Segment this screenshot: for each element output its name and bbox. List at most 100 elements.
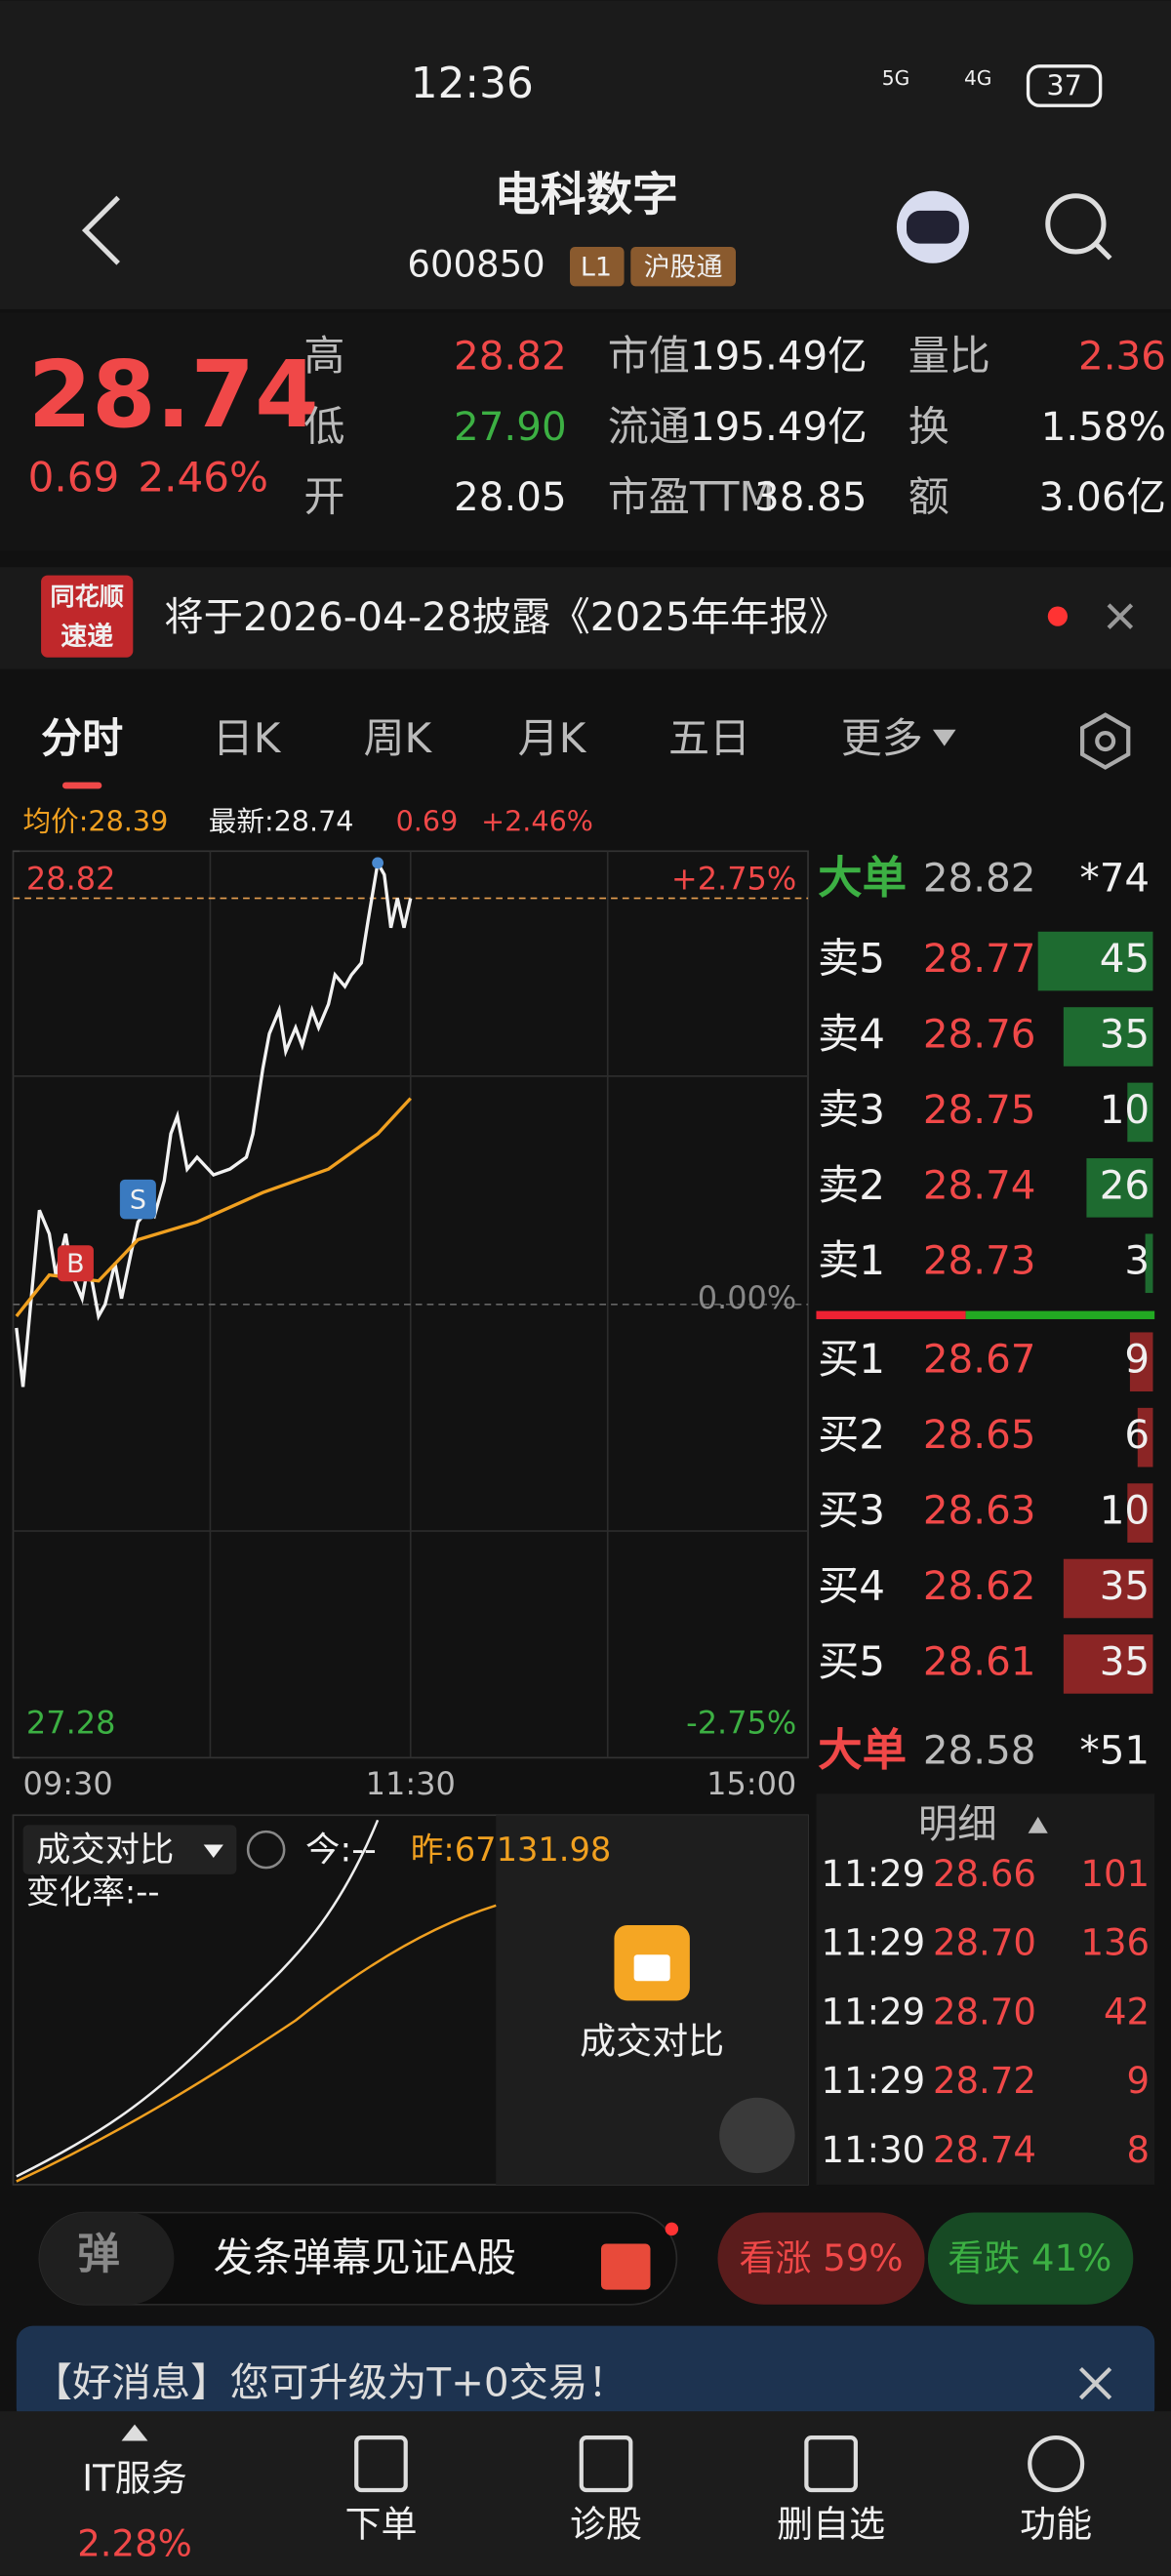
- stat-label: 流通: [608, 402, 690, 450]
- notice-badge-top: 同花顺: [50, 583, 124, 611]
- sell-marker-text: S: [130, 1185, 146, 1215]
- back-button[interactable]: [81, 195, 120, 265]
- y-tick-label: 27.28: [26, 1705, 116, 1742]
- book-volume: 35: [1100, 1638, 1150, 1684]
- book-volume: 9: [1124, 1337, 1150, 1383]
- volume-title[interactable]: 成交对比: [36, 1830, 174, 1870]
- up-button[interactable]: [717, 2212, 925, 2305]
- tab[interactable]: 周K: [363, 714, 432, 762]
- detail-volume: 136: [1080, 1922, 1150, 1964]
- pct-info: +2.46%: [481, 805, 593, 838]
- tab-underline: [61, 782, 102, 789]
- volume-yesterday: 昨:67131.98: [411, 1831, 612, 1869]
- detail-time: 11:30: [822, 2129, 926, 2171]
- volume-bar: [1129, 1332, 1153, 1392]
- book-price: 28.65: [923, 1412, 1036, 1458]
- stat-value: 3.06亿: [1039, 474, 1166, 520]
- volume-bar: [1037, 931, 1153, 991]
- danmu-toggle[interactable]: [39, 2212, 175, 2305]
- book-label: 卖5: [818, 935, 885, 983]
- book-volume: 10: [1100, 1488, 1150, 1534]
- stat-label: 额: [909, 473, 949, 521]
- latest-info: 最新:28.74: [209, 805, 354, 838]
- tab[interactable]: 分时: [41, 714, 123, 762]
- banner-text: 【好消息】您可升级为T+0交易！: [33, 2359, 627, 2405]
- book-price: 28.61: [923, 1638, 1036, 1684]
- big-order-price: 28.58: [923, 1727, 1036, 1773]
- high-dot: [372, 857, 384, 869]
- down-button[interactable]: [927, 2212, 1134, 2305]
- settings-button[interactable]: [1080, 712, 1131, 770]
- nav-item[interactable]: 诊股: [570, 2504, 642, 2546]
- book-volume: 10: [1100, 1087, 1150, 1133]
- nav-item[interactable]: 下单: [344, 2504, 417, 2546]
- book-volume: 35: [1100, 1563, 1150, 1609]
- nav-item[interactable]: 删自选: [777, 2504, 885, 2546]
- down-vote[interactable]: 看跌 41%: [948, 2237, 1111, 2279]
- help-icon[interactable]: [246, 1830, 286, 1870]
- stat-label: 高: [303, 332, 344, 380]
- stat-label: 低: [303, 402, 344, 450]
- detail-time: 11:29: [822, 1922, 926, 1964]
- volume-select[interactable]: [22, 1825, 237, 1874]
- battery-level: 37: [1046, 69, 1081, 102]
- banner-close[interactable]: [1078, 2366, 1112, 2400]
- danmu-icon: 弹: [77, 2230, 120, 2279]
- detail-price: 28.72: [933, 2060, 1036, 2102]
- notice-text: 将于2026-04-28披露《2025年年报》: [164, 594, 848, 640]
- detail-price: 28.70: [933, 1922, 1036, 1964]
- danmu-text[interactable]: 发条弹幕见证A股: [214, 2234, 516, 2280]
- stat-value: 1.58%: [1041, 404, 1166, 450]
- up-vote[interactable]: 看涨 59%: [739, 2237, 903, 2279]
- y-tick-label: 28.82: [26, 861, 116, 898]
- notice-bg: [0, 567, 1171, 669]
- tab[interactable]: 五日: [668, 714, 750, 762]
- x-tick-label: 09:30: [23, 1765, 113, 1802]
- volume-bar: [1127, 1483, 1153, 1543]
- detail-title: 明细: [918, 1801, 997, 1847]
- nav-icon: [579, 2435, 633, 2493]
- ratio-red: [816, 1310, 966, 1319]
- pct-tick-label: +2.75%: [671, 861, 796, 898]
- expand-button[interactable]: [719, 2097, 795, 2174]
- stat-value: 28.05: [454, 474, 567, 520]
- detail-volume: 42: [1104, 1991, 1150, 2033]
- price: 28.74: [28, 342, 319, 449]
- big-order-volume: *51: [1080, 1727, 1151, 1773]
- nav-item[interactable]: 功能: [1020, 2504, 1092, 2546]
- gift-icon[interactable]: [600, 2243, 651, 2290]
- sell-marker: [119, 1179, 156, 1220]
- detail-volume: 101: [1080, 1853, 1150, 1895]
- tab[interactable]: 更多: [841, 714, 923, 762]
- notice-badge: [41, 575, 134, 658]
- x-tick-label: 15:00: [707, 1765, 796, 1802]
- tab[interactable]: 日K: [213, 714, 282, 762]
- stock-title: 电科数字: [495, 168, 678, 221]
- search-button[interactable]: [1045, 193, 1107, 255]
- stat-value: 2.36: [1078, 333, 1166, 379]
- stat-value: 27.90: [454, 404, 567, 450]
- stat-label: 市值: [608, 332, 690, 380]
- stat-value: 195.49亿: [690, 333, 868, 379]
- nav-first[interactable]: IT服务: [82, 2457, 187, 2499]
- notice-badge-bottom: 速递: [61, 621, 113, 652]
- assistant-face: [907, 210, 959, 244]
- nav-arrow: [121, 2424, 148, 2441]
- detail-sort-arrow: [1028, 1816, 1048, 1833]
- tab[interactable]: 月K: [518, 714, 587, 762]
- level-text: L1: [581, 252, 612, 282]
- tag-text: 沪股通: [644, 252, 723, 282]
- book-label: 买2: [818, 1411, 885, 1459]
- book-price: 28.73: [923, 1238, 1036, 1284]
- network-5g: 5G: [882, 66, 910, 90]
- volume-bar: [1145, 1233, 1153, 1294]
- detail-price: 28.74: [933, 2129, 1036, 2171]
- book-price: 28.67: [923, 1337, 1036, 1383]
- detail-time: 11:29: [822, 1991, 926, 2033]
- book-price: 28.74: [923, 1162, 1036, 1208]
- settings-dot: [1095, 731, 1116, 752]
- avg-info: 均价:28.39: [23, 805, 169, 838]
- book-price: 28.75: [923, 1087, 1036, 1133]
- notice-close[interactable]: [1107, 603, 1134, 629]
